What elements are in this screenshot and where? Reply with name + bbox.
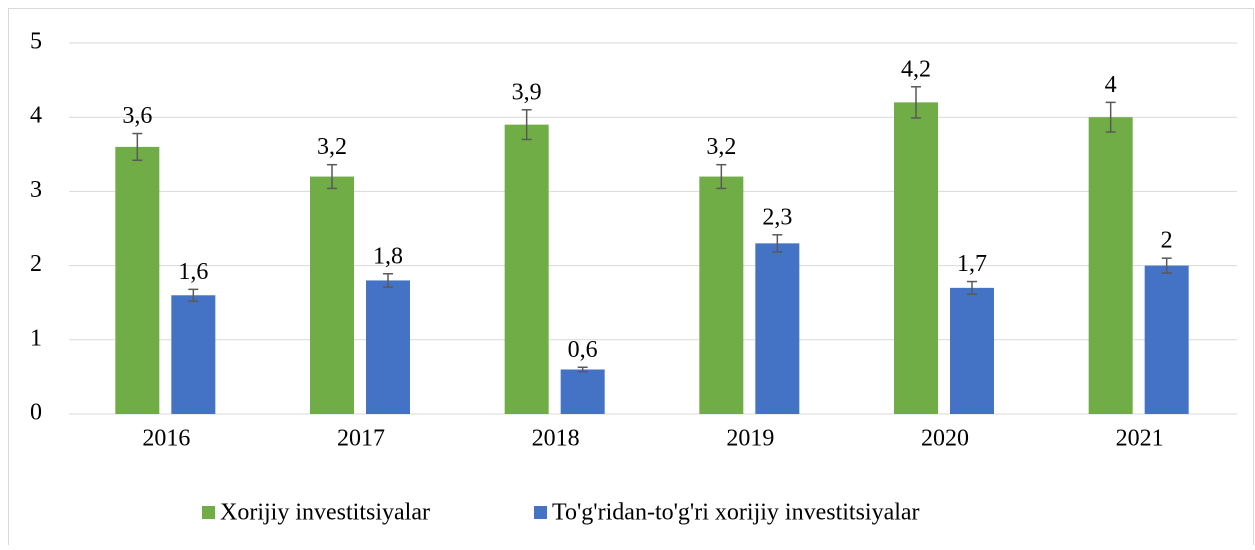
y-tick-label: 5 — [30, 29, 42, 55]
data-label: 3,6 — [122, 103, 152, 129]
data-label: 4 — [1105, 72, 1117, 98]
legend-label: Xorijiy investitsiyalar — [220, 500, 430, 526]
data-label: 3,2 — [706, 134, 736, 160]
x-tick-label: 2017 — [337, 426, 385, 452]
legend-swatch — [202, 506, 215, 519]
y-tick-label: 3 — [30, 177, 42, 203]
data-label: 3,2 — [317, 134, 347, 160]
bar — [504, 124, 549, 415]
legend-label: To'g'ridan-to'g'ri xorijiy investitsiyal… — [552, 500, 920, 526]
data-label: 4,2 — [901, 56, 931, 82]
data-label: 1,8 — [373, 243, 403, 269]
bar — [1088, 117, 1133, 414]
y-tick-label: 0 — [30, 400, 42, 426]
data-label: 0,6 — [568, 337, 598, 363]
y-tick-label: 4 — [30, 103, 42, 129]
x-tick-label: 2016 — [142, 426, 190, 452]
x-tick-label: 2019 — [726, 426, 774, 452]
bar — [755, 243, 800, 414]
y-tick-label: 2 — [30, 251, 42, 277]
bar — [1144, 265, 1189, 414]
legend-swatch — [534, 506, 547, 519]
bar — [950, 287, 994, 414]
data-label: 3,9 — [512, 79, 542, 105]
data-label: 1,7 — [957, 251, 987, 277]
data-label: 2 — [1161, 228, 1173, 254]
bar — [115, 146, 160, 414]
bar — [699, 176, 744, 414]
data-label: 1,6 — [178, 259, 208, 285]
bar — [171, 295, 216, 414]
bar — [894, 102, 938, 415]
bar — [310, 176, 354, 414]
x-tick-label: 2020 — [921, 426, 969, 452]
x-tick-label: 2021 — [1116, 426, 1164, 452]
bar — [560, 369, 605, 414]
data-label: 2,3 — [762, 204, 792, 230]
y-tick-label: 1 — [30, 325, 42, 351]
x-tick-label: 2018 — [532, 426, 580, 452]
bar — [366, 280, 410, 414]
